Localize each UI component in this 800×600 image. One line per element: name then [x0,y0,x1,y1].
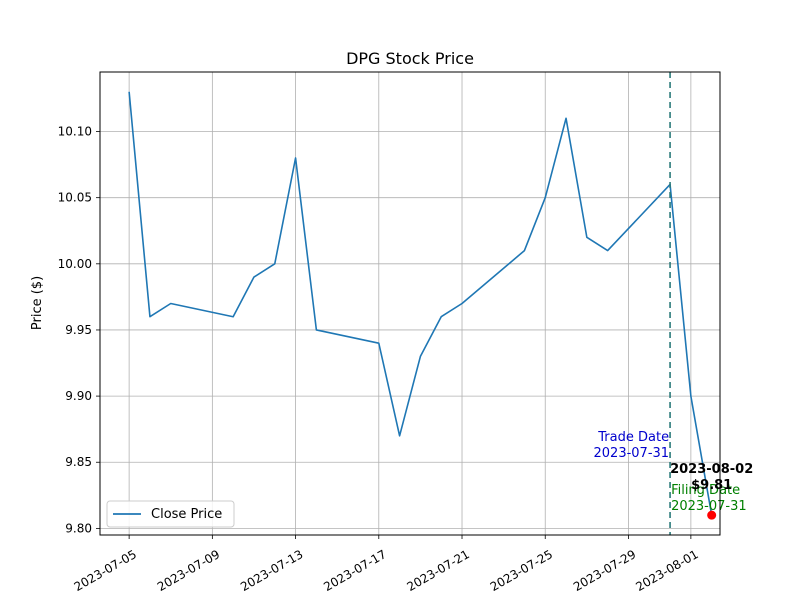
trade-date-value: 2023-07-31 [594,446,670,461]
x-tick-label: 2023-07-09 [155,547,222,594]
y-tick-label: 9.90 [65,389,92,403]
filing-date-value: 2023-07-31 [671,499,747,514]
filing-date-label: Filing Date [671,483,740,498]
y-tick-label: 10.05 [58,191,92,205]
y-axis-label: Price ($) [30,276,45,330]
x-tick-label: 2023-07-05 [72,547,139,594]
y-tick-label: 9.95 [65,323,92,337]
last-price-point [707,510,717,520]
x-axis: 2023-07-05 2023-07-09 2023-07-13 2023-07-17… [72,535,701,594]
y-tick-label: 9.85 [65,455,92,469]
legend-label: Close Price [151,507,222,522]
series-layer [128,91,713,516]
legend-box [106,500,235,528]
chart-title: DPG Stock Price [346,49,474,68]
last-price-annotation: $9.81 [691,478,732,493]
series-line-close-price [128,91,713,516]
y-tick-label: 9.80 [65,521,92,535]
legend: Close Price [106,500,235,528]
y-tick-label: 10.10 [58,125,92,139]
x-tick-label: 2023-08-01 [633,547,700,594]
grid-lines [100,72,720,535]
y-tick-label: 10.00 [58,257,92,271]
last-date-annotation: 2023-08-02 [670,462,753,477]
plot-frame [99,71,721,536]
x-tick-label: 2023-07-29 [571,547,638,594]
x-tick-label: 2023-07-21 [405,547,472,594]
y-axis: 9.80 9.85 9.90 9.95 10.00 10.05 10.10 [58,125,100,535]
x-tick-label: 2023-07-17 [321,547,388,594]
x-tick-label: 2023-07-13 [238,547,305,594]
x-tick-label: 2023-07-25 [488,547,555,594]
trade-date-label: Trade Date [597,430,669,445]
